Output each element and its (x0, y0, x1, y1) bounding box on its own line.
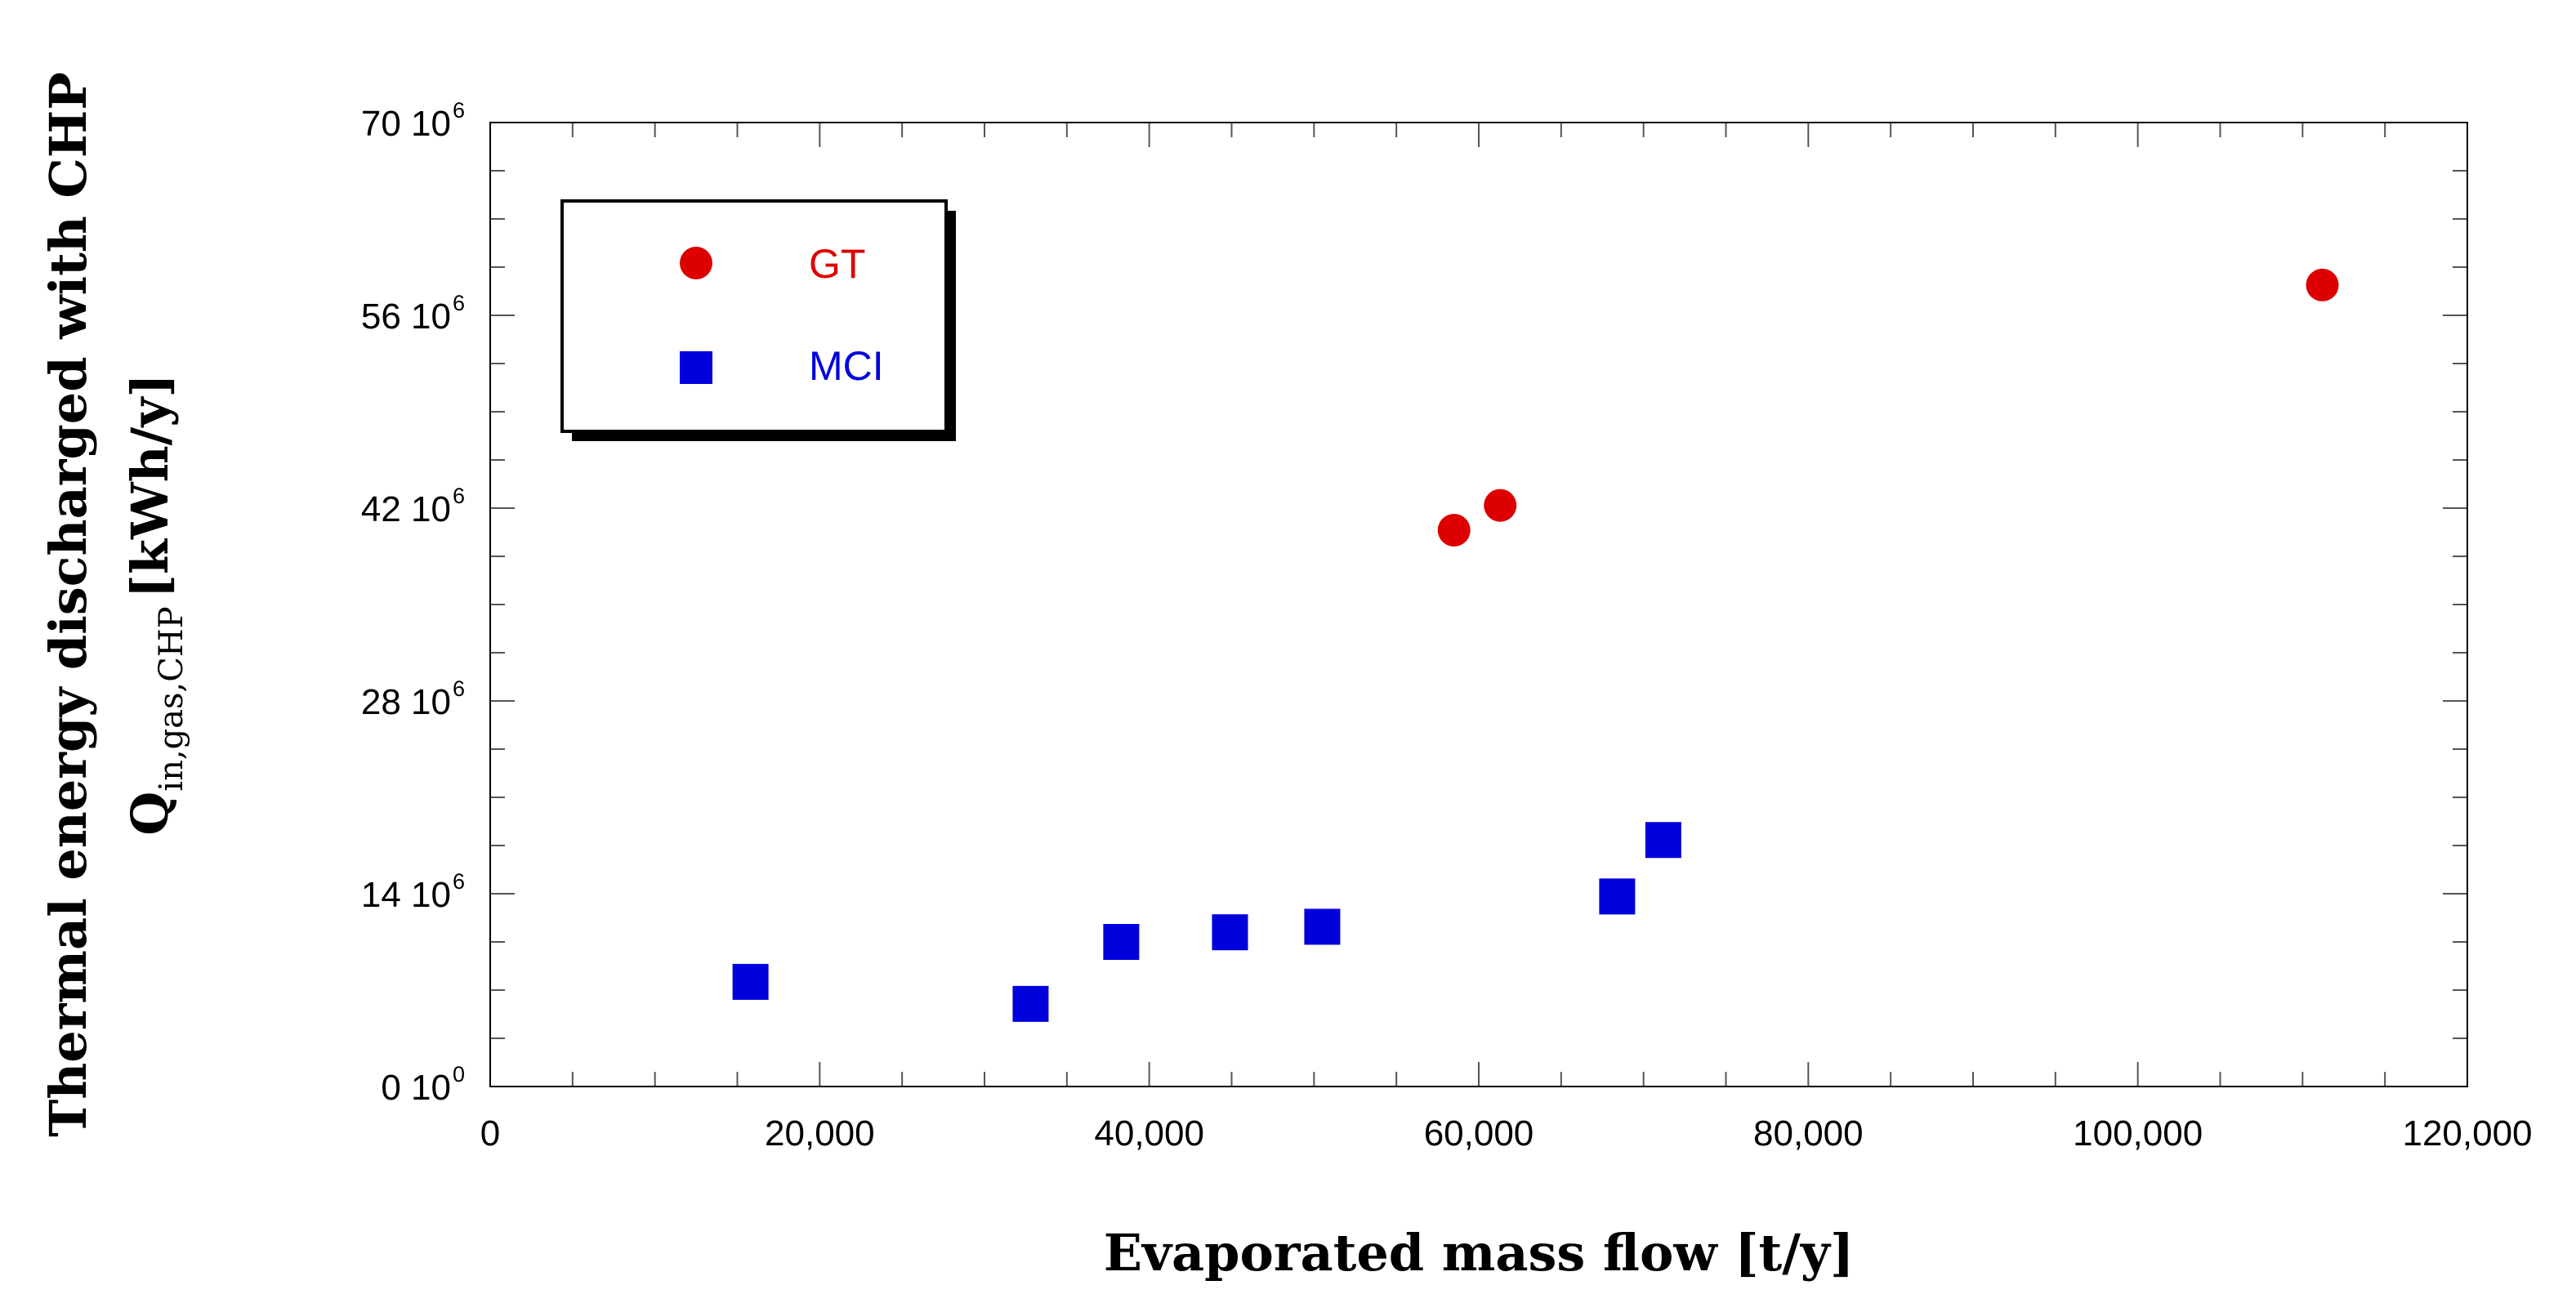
legend-mci-marker (680, 351, 712, 384)
y-tick-label: 42 10 (361, 489, 451, 529)
point-mci (1212, 914, 1248, 951)
data-points (732, 268, 2339, 1022)
legend-mci-label: MCI (809, 343, 884, 389)
y-tick-mantissa: 56 10 (361, 297, 451, 337)
y-axis-unit: [kWh/y] (120, 373, 180, 598)
x-tick-label: 120,000 (2402, 1113, 2532, 1154)
y-tick-label: 70 10 (361, 104, 451, 144)
y-axis-subscript: in,gas,CHP (153, 606, 190, 791)
x-tick-label: 0 (480, 1113, 500, 1154)
y-tick-label: 56 10 (361, 297, 451, 337)
legend: GT MCI (560, 199, 956, 441)
y-tick-mantissa: 70 10 (361, 104, 451, 144)
y-tick-exponent: 6 (453, 484, 465, 508)
y-tick-mantissa: 42 10 (361, 489, 451, 529)
y-tick-mantissa: 14 10 (361, 875, 451, 915)
y-tick-exponent: 6 (453, 291, 465, 315)
legend-gt-label: GT (809, 241, 865, 287)
x-axis-title: Evaporated mass flow [t/y] (1104, 1223, 1855, 1283)
point-gt (2306, 268, 2339, 301)
y-tick-exponent: 6 (453, 869, 465, 894)
y-axis-title: Thermal energy discharged with CHP Qin,g… (38, 72, 190, 1137)
y-axis-title-line2: Qin,gas,CHP [kWh/y] (120, 373, 190, 835)
point-gt (1484, 489, 1517, 522)
x-tick-label: 40,000 (1094, 1113, 1204, 1154)
y-tick-label: 28 10 (361, 682, 451, 722)
point-mci (1012, 985, 1049, 1022)
y-tick-exponent: 0 (453, 1062, 465, 1087)
point-mci (1645, 822, 1681, 859)
x-tick-label: 80,000 (1753, 1113, 1864, 1154)
legend-box (560, 199, 948, 433)
point-mci (1304, 908, 1341, 945)
legend-gt-marker (680, 247, 712, 279)
point-mci (1599, 878, 1636, 915)
y-axis-symbol: Q (120, 792, 180, 836)
point-mci (1103, 924, 1140, 960)
x-tick-label: 60,000 (1424, 1113, 1534, 1154)
point-mci (732, 963, 769, 1000)
y-axis-title-line1: Thermal energy discharged with CHP (38, 72, 98, 1137)
axis-ticks (489, 122, 2468, 1087)
y-tick-mantissa: 0 10 (381, 1068, 451, 1108)
y-tick-labels: 0 10 014 10 628 10 642 10 656 10 670 10 6 (361, 98, 465, 1108)
plot-frame (489, 122, 2468, 1087)
point-gt (1437, 513, 1471, 547)
y-tick-exponent: 6 (453, 98, 465, 123)
x-tick-label: 20,000 (765, 1113, 875, 1154)
y-tick-label: 14 10 (361, 875, 451, 915)
x-tick-label: 100,000 (2073, 1113, 2203, 1154)
y-tick-mantissa: 28 10 (361, 682, 451, 722)
x-tick-labels: 0 20,000 40,000 60,000 80,000 100,000 120,000 (480, 1113, 2533, 1154)
y-tick-label: 0 10 (381, 1068, 451, 1108)
y-tick-exponent: 6 (453, 676, 465, 701)
